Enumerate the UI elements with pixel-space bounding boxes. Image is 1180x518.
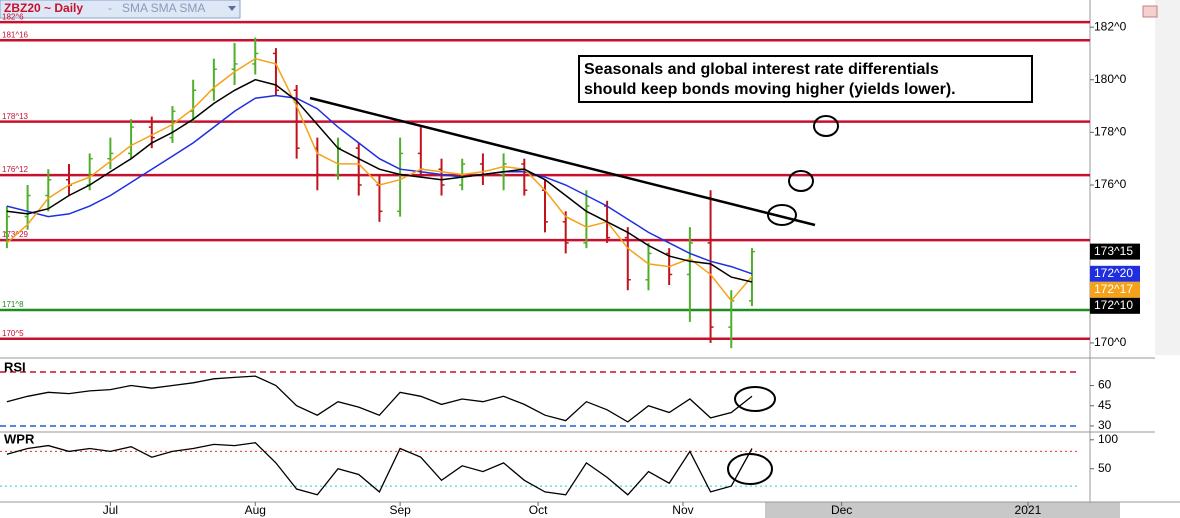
x-tick-label: Nov (672, 503, 693, 517)
x-tick-label: Oct (529, 503, 548, 517)
y-tick-label: 178^0 (1094, 125, 1127, 139)
last-value-box (1090, 265, 1140, 282)
last-value-box (1090, 297, 1140, 314)
future-area (765, 502, 1120, 518)
x-tick-label: Jul (103, 503, 118, 517)
x-tick-label: Aug (245, 503, 266, 517)
dropdown-arrow[interactable] (228, 6, 236, 11)
target-circle (788, 170, 814, 192)
plot: JulAugSepOctNovDec2021170^0172^0176^0178… (0, 12, 1140, 517)
y-tick-label: 60 (1098, 378, 1112, 392)
target-circle (813, 115, 839, 137)
level-label: 176^12 (2, 165, 29, 174)
level-label: 178^13 (2, 112, 29, 121)
y-tick-label: 170^0 (1094, 335, 1127, 349)
wpr-circle (727, 453, 773, 485)
subtitle: SMA SMA SMA (122, 1, 205, 15)
panel-label: WPR (4, 431, 35, 446)
separator: - (108, 1, 112, 15)
y-tick-label: 30 (1098, 418, 1112, 432)
last-value-box (1090, 243, 1140, 260)
level-label: 170^5 (2, 329, 24, 338)
chart-title: ZBZ20 ~ Daily (4, 1, 83, 15)
last-value-label: 172^17 (1094, 282, 1133, 296)
trend-line (309, 96, 816, 227)
x-tick-label: 2021 (1015, 503, 1042, 517)
y-tick-label: 180^0 (1094, 72, 1127, 86)
wpr-line (6, 442, 753, 496)
last-value-label: 172^20 (1094, 266, 1133, 280)
rsi-line (6, 375, 753, 423)
sma-line (6, 78, 753, 283)
sma-line (6, 94, 753, 275)
flag-icon[interactable] (1142, 5, 1158, 18)
panel-label: RSI (4, 359, 26, 374)
target-circle (767, 204, 797, 226)
rsi-circle (734, 386, 776, 412)
y-tick-label: 50 (1098, 461, 1112, 475)
x-tick-label: Sep (389, 503, 411, 517)
last-value-label: 173^15 (1094, 244, 1133, 258)
level-label: 181^16 (2, 30, 29, 39)
sma-line (6, 57, 753, 302)
level-label: 171^8 (2, 300, 24, 309)
annotation-line: Seasonals and global interest rate diffe… (584, 61, 939, 78)
header-box[interactable] (0, 0, 241, 19)
y-tick-label: 100 (1098, 432, 1118, 446)
scroll-area (1155, 0, 1180, 355)
annotation-box (578, 55, 1033, 103)
annotation-line: should keep bonds moving higher (yields … (584, 81, 956, 98)
last-value-label: 172^10 (1094, 298, 1133, 312)
level-label: 182^6 (2, 12, 24, 21)
y-tick-label: 182^0 (1094, 19, 1127, 33)
x-tick-label: Dec (831, 503, 852, 517)
y-tick-label: 45 (1098, 398, 1112, 412)
y-tick-label: 176^0 (1094, 177, 1127, 191)
last-value-box (1090, 281, 1140, 298)
